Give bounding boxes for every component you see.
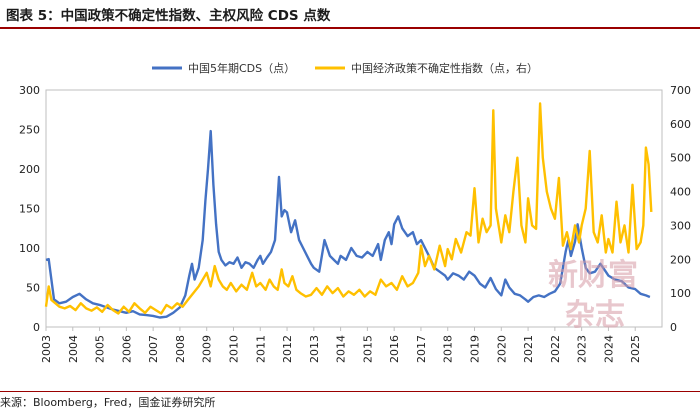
x-tick-label: 2010 [227, 335, 240, 363]
x-tick-label: 2015 [361, 335, 374, 363]
x-tick-label: 2023 [576, 335, 589, 363]
x-tick-label: 2025 [629, 335, 642, 363]
y-left-tick-label: 150 [19, 203, 40, 216]
y-right-tick-label: 700 [670, 84, 691, 97]
y-right-tick-label: 500 [670, 152, 691, 165]
y-left-tick-label: 100 [19, 242, 40, 255]
y-right-tick-label: 400 [670, 186, 691, 199]
title-rule [0, 27, 700, 29]
x-tick-label: 2007 [147, 335, 160, 363]
legend-label-2: 中国经济政策不确定性指数（点，右） [351, 61, 538, 75]
series-line-1 [45, 129, 651, 319]
x-tick-label: 2011 [254, 335, 267, 363]
y-right-tick-label: 0 [670, 321, 677, 334]
y-left-tick-label: 300 [19, 84, 40, 97]
source-note: 来源：Bloomberg，Fred，国金证券研究所 [0, 396, 216, 409]
x-tick-label: 2024 [602, 335, 615, 363]
chart-title: 图表 5：中国政策不确定性指数、主权风险 CDS 点数 [6, 8, 331, 24]
x-tick-label: 2005 [94, 335, 107, 363]
x-tick-label: 2019 [469, 335, 482, 363]
y-left-tick-label: 250 [19, 124, 40, 137]
y-left-tick-label: 0 [33, 321, 40, 334]
watermark-logo-line1: 新财富 [548, 258, 638, 293]
x-tick-label: 2008 [174, 335, 187, 363]
y-right-tick-label: 200 [670, 253, 691, 266]
x-tick-label: 2014 [335, 335, 348, 363]
source-rule [0, 391, 700, 392]
series-line-2 [44, 102, 653, 315]
x-tick-label: 2016 [388, 335, 401, 363]
y-right-tick-label: 600 [670, 118, 691, 131]
y-right-tick-label: 100 [670, 287, 691, 300]
y-left-tick-label: 50 [26, 282, 40, 295]
x-tick-label: 2020 [495, 335, 508, 363]
x-tick-label: 2009 [201, 335, 214, 363]
x-tick-label: 2022 [549, 335, 562, 363]
x-tick-label: 2017 [415, 335, 428, 363]
x-tick-label: 2004 [67, 335, 80, 363]
x-tick-label: 2021 [522, 335, 535, 363]
x-tick-label: 2012 [281, 335, 294, 363]
x-tick-label: 2003 [40, 335, 53, 363]
plot-frame [45, 89, 663, 328]
y-right-tick-label: 300 [670, 219, 691, 232]
legend-label-1: 中国5年期CDS（点） [188, 61, 295, 75]
watermark-logo-line2: 杂志 [565, 298, 625, 333]
y-left-tick-label: 200 [19, 163, 40, 176]
x-tick-label: 2018 [442, 335, 455, 363]
chart-area: 0 50 100 150 200 250 300 0 100 200 300 400 500 600 700… [19, 61, 691, 363]
x-tick-label: 2006 [120, 335, 133, 363]
x-tick-label: 2013 [308, 335, 321, 363]
